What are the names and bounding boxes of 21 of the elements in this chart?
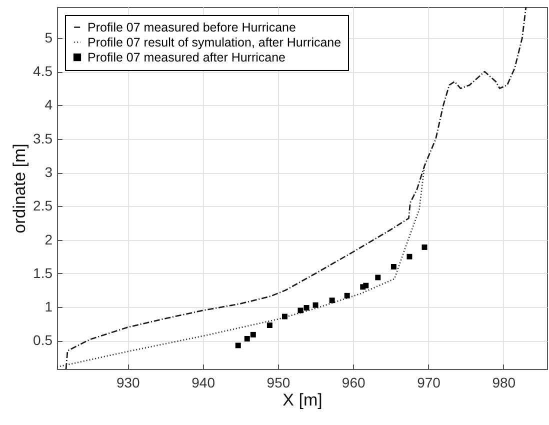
y-tick-label: 4 [44, 96, 53, 113]
y-tick-label: 4.5 [33, 63, 53, 80]
y-tick-label: 2.5 [33, 198, 53, 214]
y-tick-label: 0.5 [33, 332, 53, 348]
legend-label: Profile 07 measured before Hurricane [88, 20, 296, 34]
x-axis-title: X [m] [282, 390, 322, 410]
y-tick-label: 1 [44, 298, 53, 315]
legend-label: Profile 07 result of symulation, after Hurricane [88, 35, 342, 50]
y-tick-label: 3.5 [33, 130, 53, 146]
y-tick-label: 3 [44, 164, 53, 180]
x-tick-label: 960 [342, 374, 366, 390]
x-tick-label: 930 [116, 374, 140, 390]
y-tick-label: 1.5 [33, 264, 53, 281]
legend-label: Profile 07 measured after Hurricane [88, 50, 286, 64]
x-tick-label: 980 [492, 374, 516, 390]
y-tick-label: 2 [44, 231, 53, 248]
x-tick-label: 940 [192, 374, 216, 390]
x-tick-label: 950 [266, 374, 290, 390]
y-axis-title: ordinate [m] [10, 144, 30, 234]
x-tick-label: 970 [417, 374, 441, 390]
y-tick-label: 5 [44, 29, 53, 46]
